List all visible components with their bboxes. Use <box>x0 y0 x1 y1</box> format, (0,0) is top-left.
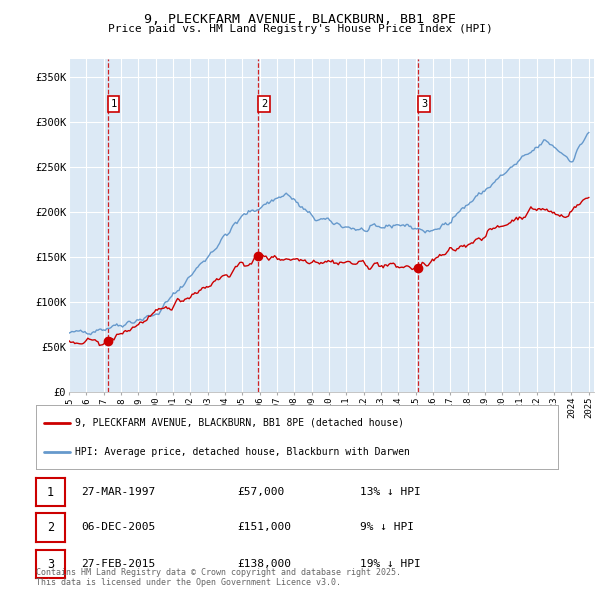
Text: HPI: Average price, detached house, Blackburn with Darwen: HPI: Average price, detached house, Blac… <box>75 447 410 457</box>
Text: 9, PLECKFARM AVENUE, BLACKBURN, BB1 8PE (detached house): 9, PLECKFARM AVENUE, BLACKBURN, BB1 8PE … <box>75 418 404 428</box>
Text: 1: 1 <box>47 486 54 499</box>
Text: 27-MAR-1997: 27-MAR-1997 <box>81 487 155 497</box>
Text: £57,000: £57,000 <box>237 487 284 497</box>
Text: 13% ↓ HPI: 13% ↓ HPI <box>360 487 421 497</box>
Text: 1: 1 <box>110 99 116 109</box>
Text: 2: 2 <box>261 99 267 109</box>
Text: 3: 3 <box>47 558 54 571</box>
Text: Price paid vs. HM Land Registry's House Price Index (HPI): Price paid vs. HM Land Registry's House … <box>107 24 493 34</box>
Text: 3: 3 <box>421 99 427 109</box>
Text: 2: 2 <box>47 521 54 534</box>
Text: £151,000: £151,000 <box>237 523 291 532</box>
Text: 9% ↓ HPI: 9% ↓ HPI <box>360 523 414 532</box>
Text: Contains HM Land Registry data © Crown copyright and database right 2025.
This d: Contains HM Land Registry data © Crown c… <box>36 568 401 587</box>
Text: £138,000: £138,000 <box>237 559 291 569</box>
Text: 06-DEC-2005: 06-DEC-2005 <box>81 523 155 532</box>
Text: 9, PLECKFARM AVENUE, BLACKBURN, BB1 8PE: 9, PLECKFARM AVENUE, BLACKBURN, BB1 8PE <box>144 13 456 26</box>
Text: 19% ↓ HPI: 19% ↓ HPI <box>360 559 421 569</box>
Text: 27-FEB-2015: 27-FEB-2015 <box>81 559 155 569</box>
